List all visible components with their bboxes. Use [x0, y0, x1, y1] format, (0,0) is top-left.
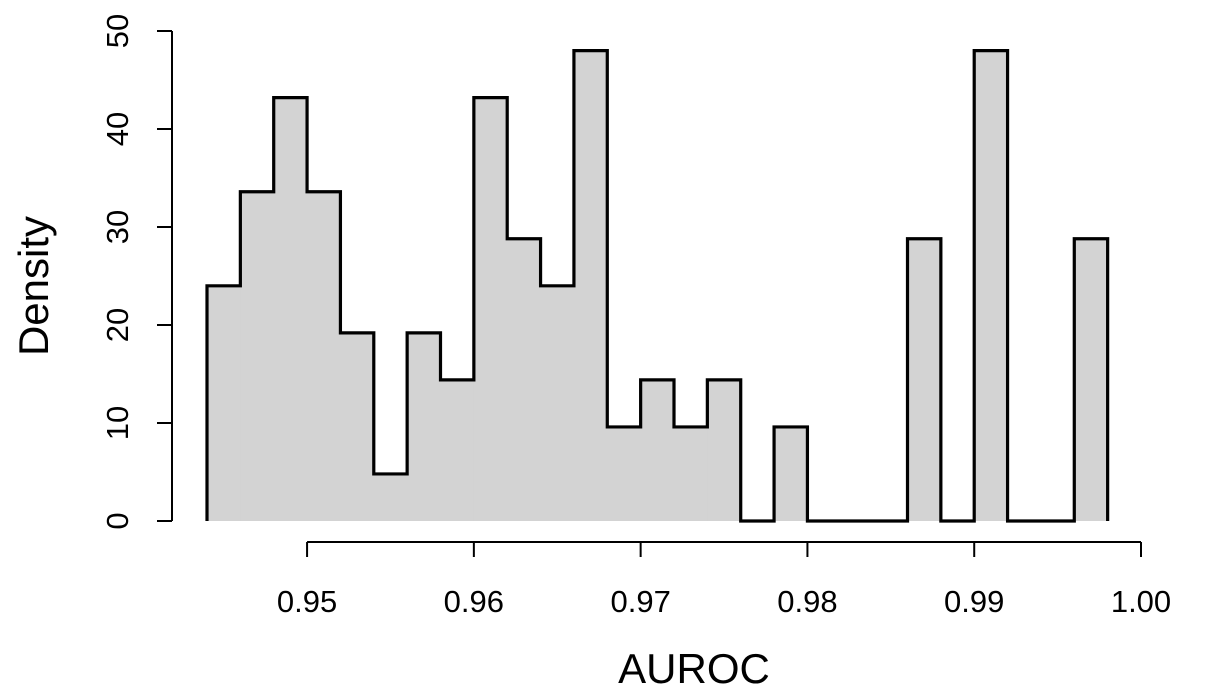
histogram-outline: [205, 49, 1110, 523]
y-axis: 0 10 20 30 40 50: [100, 14, 173, 530]
x-tick-label: 0.97: [610, 584, 670, 619]
histogram-bar: [507, 238, 542, 521]
histogram-bar: [707, 379, 742, 521]
histogram-bar: [907, 238, 942, 521]
histogram-bar: [473, 97, 508, 521]
x-axis: 0.95 0.96 0.97 0.98 0.99 1.00: [277, 541, 1171, 619]
y-axis-title: Density: [10, 216, 57, 356]
histogram-bar: [674, 426, 708, 521]
x-tick-label: 0.96: [444, 584, 504, 619]
y-tick-label: 0: [100, 512, 135, 529]
histogram-bar: [440, 379, 475, 521]
x-axis-title: AUROC: [618, 645, 770, 689]
x-tick-label: 0.95: [277, 584, 337, 619]
histogram-bar: [540, 285, 575, 521]
x-tick-label: 0.99: [944, 584, 1004, 619]
y-tick-label: 10: [100, 406, 135, 440]
histogram-bar: [240, 191, 275, 521]
histogram-bar: [640, 379, 675, 521]
histogram-bar: [273, 97, 308, 521]
histogram-bar: [340, 332, 375, 521]
x-tick-label: 1.00: [1111, 584, 1171, 619]
histogram-bar: [607, 426, 642, 521]
histogram-bar: [407, 332, 442, 521]
histogram-bar: [1074, 238, 1109, 521]
histogram-bar: [573, 50, 608, 521]
histogram-bar: [774, 426, 809, 521]
y-tick-label: 20: [100, 308, 135, 342]
y-tick-label: 30: [100, 210, 135, 244]
histogram-bar: [207, 285, 241, 521]
y-tick-label: 50: [100, 14, 135, 48]
histogram-bar: [307, 191, 342, 521]
histogram-bars: [207, 50, 1109, 521]
y-tick-label: 40: [100, 112, 135, 146]
x-tick-label: 0.98: [777, 584, 837, 619]
histogram-bar: [373, 473, 408, 521]
histogram-bar: [974, 50, 1009, 521]
